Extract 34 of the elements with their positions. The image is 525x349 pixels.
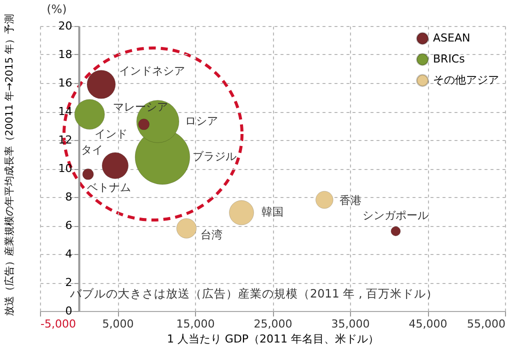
x-tick-label: 55,000 bbox=[467, 318, 506, 330]
y-tick-label: 16 bbox=[58, 76, 72, 90]
y-tick-label: 2 bbox=[65, 276, 72, 289]
y-tick-label: 10 bbox=[58, 162, 72, 175]
x-tick-label: 45,000 bbox=[408, 318, 448, 330]
legend-label: BRICs bbox=[433, 52, 466, 66]
y-axis-title: 放送（広告）産業規模の年平均成長率（20011 年→2015 年）予測 bbox=[4, 14, 16, 316]
x-tick-label: -5,000 bbox=[40, 318, 76, 330]
y-tick-label: 6 bbox=[65, 219, 72, 232]
annotation: インド bbox=[94, 127, 128, 140]
annotation: ベトナム bbox=[87, 181, 132, 194]
y-tick-label: 4 bbox=[65, 248, 72, 260]
x-tick-label: 15,000 bbox=[176, 318, 215, 330]
annotation: バブルの大きさは放送（広告）産業の規模（2011 年 , 百万米ドル） bbox=[69, 286, 438, 301]
annotation: 台湾 bbox=[200, 228, 222, 242]
annotation: 韓国 bbox=[262, 206, 284, 219]
legend-label: ASEAN bbox=[433, 32, 470, 44]
y-tick-label: 0 bbox=[65, 304, 72, 318]
text: (%) bbox=[46, 2, 67, 16]
x-tick-label: 35,000 bbox=[331, 318, 370, 330]
y-tick-label: 20 bbox=[58, 20, 72, 32]
x-axis-title: 1 人当たり GDP（2011 年名目、米ドル） bbox=[166, 332, 380, 346]
y-tick-label: 14 bbox=[58, 105, 72, 118]
legend-label: その他アジア bbox=[433, 74, 499, 86]
annotation: 香港 bbox=[339, 194, 362, 207]
x-tick-label: 25,000 bbox=[254, 318, 292, 330]
y-tick-label: 18 bbox=[58, 48, 72, 61]
x-tick-label: 5,000 bbox=[102, 318, 134, 330]
y-tick-label: 8 bbox=[65, 190, 72, 204]
annotation: タイ bbox=[81, 144, 104, 157]
annotation: インドネシア bbox=[119, 64, 186, 78]
annotation: ブラジル bbox=[192, 150, 236, 164]
annotation: ロシア bbox=[184, 114, 218, 128]
annotation: シンガポール bbox=[362, 209, 429, 222]
